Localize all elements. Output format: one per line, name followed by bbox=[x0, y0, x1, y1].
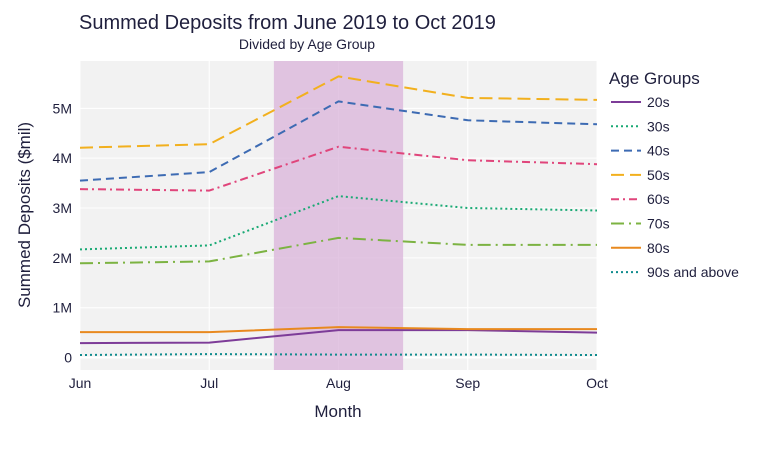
legend-label: 20s bbox=[647, 94, 670, 110]
chart-subtitle: Divided by Age Group bbox=[239, 36, 375, 52]
series-line-80s bbox=[80, 326, 597, 334]
series-line-50s bbox=[79, 75, 598, 149]
y-tick-label: 0 bbox=[64, 350, 72, 366]
legend-label: 90s and above bbox=[647, 264, 739, 280]
legend: Age Groups 20s 30s 40s 50s 60s 70s 80s 90s and … bbox=[609, 69, 739, 280]
y-tick-label: 1M bbox=[53, 300, 72, 316]
legend-label: 30s bbox=[647, 118, 670, 134]
series-line-30s bbox=[79, 195, 598, 251]
legend-label: 60s bbox=[647, 191, 670, 207]
plot-area: 0 1M 2M 3M 4M 5M Jun Jul Aug Sep Oct bbox=[53, 61, 608, 391]
legend-item[interactable]: 70s bbox=[611, 216, 670, 232]
legend-item[interactable]: 90s and above bbox=[611, 264, 739, 280]
legend-label: 80s bbox=[647, 240, 670, 256]
chart-title: Summed Deposits from June 2019 to Oct 20… bbox=[79, 12, 496, 34]
legend-item[interactable]: 20s bbox=[611, 94, 670, 110]
x-tick-label: Jun bbox=[69, 375, 92, 391]
y-axis-title: Summed Deposits ($mil) bbox=[15, 122, 34, 308]
series-line-70s bbox=[79, 236, 597, 265]
y-tick-label: 3M bbox=[53, 200, 72, 216]
legend-label: 70s bbox=[647, 216, 670, 232]
series-line-40s bbox=[79, 100, 598, 182]
series-line-60s bbox=[79, 145, 598, 192]
legend-item[interactable]: 40s bbox=[611, 143, 670, 159]
legend-label: 50s bbox=[647, 167, 670, 183]
legend-item[interactable]: 80s bbox=[611, 240, 670, 256]
series-line-20s bbox=[79, 329, 598, 345]
x-tick-label: Jul bbox=[200, 375, 218, 391]
legend-label: 40s bbox=[647, 143, 670, 159]
highlight-band bbox=[273, 61, 404, 370]
x-tick-label: Oct bbox=[586, 375, 608, 391]
x-tick-label: Aug bbox=[326, 375, 351, 391]
legend-title: Age Groups bbox=[609, 69, 700, 88]
x-axis-title: Month bbox=[314, 402, 361, 421]
legend-item[interactable]: 50s bbox=[611, 167, 670, 183]
y-tick-label: 4M bbox=[53, 150, 72, 166]
x-tick-label: Sep bbox=[455, 375, 480, 391]
legend-item[interactable]: 60s bbox=[611, 191, 670, 207]
series-line-90s-and-above bbox=[79, 353, 598, 356]
legend-item[interactable]: 30s bbox=[611, 118, 670, 134]
y-tick-label: 2M bbox=[53, 250, 72, 266]
y-tick-label: 5M bbox=[53, 100, 72, 116]
